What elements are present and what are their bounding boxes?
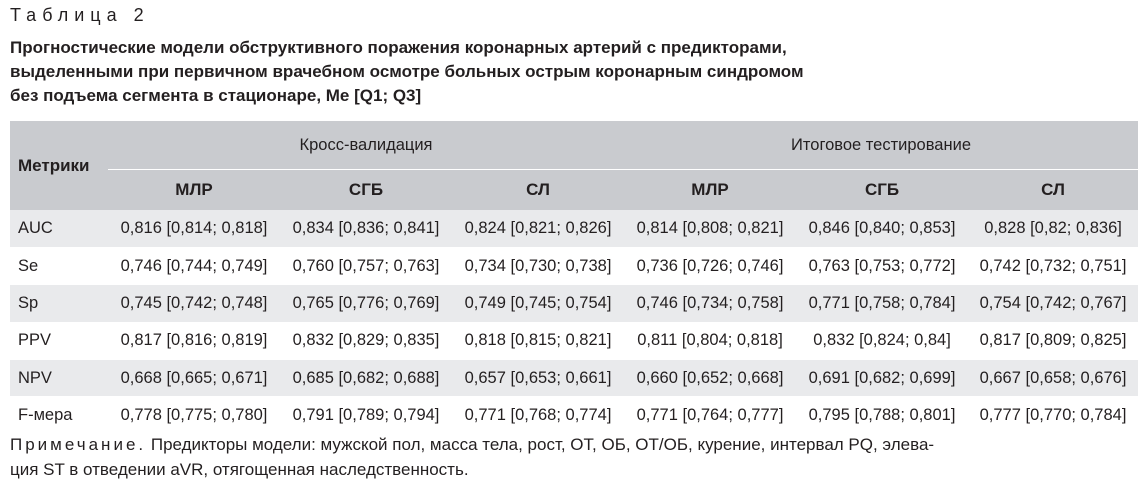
table-cell: 0,817 [0,809; 0,825] bbox=[979, 331, 1127, 350]
group-header-cross-validation: Кросс-валидация bbox=[108, 121, 625, 170]
table-cell: 0,749 [0,745; 0,754] bbox=[464, 293, 612, 312]
metric-name: Se bbox=[18, 256, 39, 275]
table-row: F-мера 0,778 [0,775; 0,780] 0,791 [0,789… bbox=[10, 396, 1139, 435]
table-cell: 0,763 [0,753; 0,772] bbox=[808, 256, 956, 275]
metric-name: PPV bbox=[18, 331, 52, 350]
table-cell: 0,791 [0,789; 0,794] bbox=[292, 406, 440, 425]
note-text: Предикторы модели: мужской пол, масса те… bbox=[146, 435, 935, 454]
table-cell: 0,777 [0,770; 0,784] bbox=[979, 406, 1127, 425]
table-cell: 0,771 [0,768; 0,774] bbox=[464, 406, 612, 425]
table-cell: 0,760 [0,757; 0,763] bbox=[292, 256, 440, 275]
table-cell: 0,818 [0,815; 0,821] bbox=[464, 331, 612, 350]
table-cell: 0,816 [0,814; 0,818] bbox=[120, 218, 268, 237]
table-cell: 0,668 [0,665; 0,671] bbox=[120, 368, 268, 387]
subheader-sgb-cv: СГБ bbox=[280, 169, 452, 210]
table-cell: 0,795 [0,788; 0,801] bbox=[808, 406, 956, 425]
table-cell: 0,660 [0,652; 0,668] bbox=[636, 368, 784, 387]
table-cell: 0,691 [0,682; 0,699] bbox=[808, 368, 956, 387]
title-line: Прогностические модели обструктивного по… bbox=[10, 38, 787, 57]
table-row: Sp 0,745 [0,742; 0,748] 0,765 [0,776; 0,… bbox=[10, 284, 1139, 323]
table-cell: 0,685 [0,682; 0,688] bbox=[292, 368, 440, 387]
table-cell: 0,814 [0,808; 0,821] bbox=[636, 218, 784, 237]
note-lead: Примечание. bbox=[10, 435, 147, 454]
table-cell: 0,834 [0,836; 0,841] bbox=[292, 218, 440, 237]
table-caption: Таблица 2 bbox=[10, 5, 150, 25]
metric-column-header: Метрики bbox=[10, 121, 108, 210]
table-note: Примечание. Предикторы модели: мужской п… bbox=[10, 432, 1138, 482]
table-cell: 0,828 [0,82; 0,836] bbox=[984, 218, 1122, 237]
table-cell: 0,778 [0,775; 0,780] bbox=[120, 406, 268, 425]
table-cell: 0,817 [0,816; 0,819] bbox=[120, 331, 268, 350]
table-cell: 0,736 [0,726; 0,746] bbox=[636, 256, 784, 275]
metric-name: F-мера bbox=[18, 406, 73, 425]
subheader-sgb-test: СГБ bbox=[796, 169, 969, 210]
note-line: ция ST в отведении aVR, отягощенная насл… bbox=[10, 460, 469, 479]
table-cell: 0,765 [0,776; 0,769] bbox=[292, 293, 440, 312]
metric-name: NPV bbox=[18, 368, 52, 387]
metric-name: AUC bbox=[18, 218, 53, 237]
subheader-sl-cv: СЛ bbox=[452, 169, 625, 210]
table-cell: 0,832 [0,829; 0,835] bbox=[292, 331, 440, 350]
table-cell: 0,811 [0,804; 0,818] bbox=[637, 331, 783, 350]
group-header-final-testing: Итоговое тестирование bbox=[624, 121, 1139, 170]
table-cell: 0,745 [0,742; 0,748] bbox=[120, 293, 268, 312]
table-cell: 0,771 [0,758; 0,784] bbox=[808, 293, 956, 312]
table-row: PPV 0,817 [0,816; 0,819] 0,832 [0,829; 0… bbox=[10, 322, 1139, 360]
table-row: NPV 0,668 [0,665; 0,671] 0,685 [0,682; 0… bbox=[10, 359, 1139, 397]
table-row: AUC 0,816 [0,814; 0,818] 0,834 [0,836; 0… bbox=[10, 210, 1139, 248]
table-cell: 0,846 [0,840; 0,853] bbox=[808, 218, 956, 237]
subheader-mlr-cv: МЛР bbox=[108, 169, 280, 210]
title-line: без подъема сегмента в стационаре, Me [Q… bbox=[10, 86, 422, 105]
table-row: Se 0,746 [0,744; 0,749] 0,760 [0,757; 0,… bbox=[10, 247, 1139, 285]
table-cell: 0,734 [0,730; 0,738] bbox=[464, 256, 612, 275]
table-cell: 0,754 [0,742; 0,767] bbox=[979, 293, 1127, 312]
table-cell: 0,667 [0,658; 0,676] bbox=[979, 368, 1127, 387]
note-line: Примечание. Предикторы модели: мужской п… bbox=[10, 432, 1138, 457]
table-cell: 0,657 [0,653; 0,661] bbox=[464, 368, 612, 387]
table-cell: 0,746 [0,744; 0,749] bbox=[120, 256, 268, 275]
table-cell: 0,832 [0,824; 0,84] bbox=[813, 331, 951, 350]
metrics-table: Метрики Кросс-валидация Итоговое тестиро… bbox=[10, 121, 1139, 435]
metric-name: Sp bbox=[18, 293, 39, 312]
subheader-mlr-test: МЛР bbox=[624, 169, 797, 210]
table-cell: 0,742 [0,732; 0,751] bbox=[979, 256, 1127, 275]
table-cell: 0,824 [0,821; 0,826] bbox=[464, 218, 612, 237]
table-cell: 0,771 [0,764; 0,777] bbox=[636, 406, 784, 425]
table-cell: 0,746 [0,734; 0,758] bbox=[636, 293, 784, 312]
title-line: выделенными при первичном врачебном осмо… bbox=[10, 62, 804, 81]
subheader-sl-test: СЛ bbox=[968, 169, 1139, 210]
table-title: Прогностические модели обструктивного по… bbox=[10, 36, 1130, 108]
